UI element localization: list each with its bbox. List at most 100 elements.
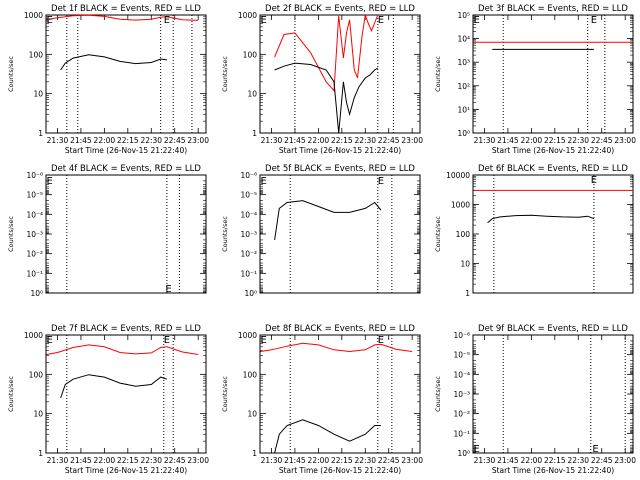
x-axis-label: Start Time (26-Nov-15 21:22:40) bbox=[279, 466, 401, 475]
x-tick-label: 21:30 bbox=[47, 456, 69, 465]
y-tick-label: 10⁻² bbox=[453, 410, 470, 419]
chart-title: Det 9f BLACK = Events, RED = LLD bbox=[478, 324, 628, 334]
plot-frame bbox=[45, 174, 207, 294]
x-tick-label: 23:00 bbox=[614, 456, 636, 465]
y-tick-label: 10⁻⁵ bbox=[240, 191, 257, 200]
x-tick-label: 23:00 bbox=[614, 136, 636, 145]
e-marker-label: E bbox=[591, 15, 597, 26]
y-axis-label: Counts/sec bbox=[221, 216, 229, 252]
chart-title: Det 8f BLACK = Events, RED = LLD bbox=[265, 324, 415, 334]
lld-series-line bbox=[46, 14, 199, 21]
y-tick-label: 10² bbox=[457, 82, 470, 91]
e-marker-label: E bbox=[378, 176, 384, 187]
y-axis-label: Counts/sec bbox=[434, 56, 442, 92]
y-tick-label: 10⁻⁶ bbox=[26, 171, 43, 180]
y-tick-label: 10⁴ bbox=[457, 35, 470, 44]
y-tick-label: 10⁻³ bbox=[453, 390, 470, 399]
lld-series-line bbox=[274, 14, 379, 92]
events-series-line bbox=[487, 214, 595, 224]
chart-title: Det 1f BLACK = Events, RED = LLD bbox=[51, 4, 201, 14]
x-axis-label: Start Time (26-Nov-15 21:22:40) bbox=[279, 146, 401, 155]
x-tick-label: 21:45 bbox=[70, 136, 92, 145]
x-tick-label: 21:30 bbox=[474, 456, 496, 465]
e-marker-label: E bbox=[378, 15, 384, 26]
y-axis-label: Counts/sec bbox=[221, 56, 229, 92]
y-tick-label: 1 bbox=[252, 129, 257, 138]
y-tick-label: 10⁻¹ bbox=[240, 269, 257, 278]
x-tick-label: 22:15 bbox=[117, 456, 139, 465]
x-tick-label: 21:45 bbox=[70, 456, 92, 465]
y-tick-label: 10 bbox=[33, 410, 43, 419]
events-series-line bbox=[274, 419, 381, 454]
plot-frame bbox=[259, 174, 421, 294]
y-tick-label: 10 bbox=[247, 90, 257, 99]
e-marker-label: E bbox=[47, 335, 53, 346]
x-tick-label: 21:30 bbox=[47, 136, 69, 145]
x-tick-label: 22:15 bbox=[331, 136, 353, 145]
x-tick-label: 21:45 bbox=[497, 136, 519, 145]
y-tick-label: 10⁻⁴ bbox=[453, 370, 470, 379]
y-tick-label: 10⁻⁶ bbox=[240, 171, 257, 180]
lld-series-line bbox=[46, 344, 199, 355]
y-tick-label: 1000 bbox=[451, 201, 470, 210]
e-marker-label: E bbox=[164, 15, 170, 26]
x-tick-label: 22:00 bbox=[308, 136, 330, 145]
e-marker-label: E bbox=[164, 335, 170, 346]
x-tick-label: 23:00 bbox=[401, 136, 423, 145]
y-tick-label: 10000 bbox=[446, 171, 470, 180]
x-tick-label: 22:30 bbox=[567, 456, 589, 465]
y-tick-label: 10⁻⁶ bbox=[453, 331, 470, 340]
x-tick-label: 22:00 bbox=[521, 136, 543, 145]
events-series-line bbox=[274, 62, 379, 134]
y-tick-label: 10⁰ bbox=[30, 289, 43, 298]
x-tick-label: 22:45 bbox=[378, 456, 400, 465]
chart-title: Det 5f BLACK = Events, RED = LLD bbox=[265, 164, 415, 174]
y-axis-label: Counts/sec bbox=[7, 376, 15, 412]
y-tick-label: 10⁵ bbox=[457, 11, 470, 20]
x-tick-label: 22:00 bbox=[308, 456, 330, 465]
plot-frame bbox=[259, 14, 421, 134]
y-tick-label: 10⁰ bbox=[457, 449, 470, 458]
chart-title: Det 7f BLACK = Events, RED = LLD bbox=[51, 324, 201, 334]
plot-frame bbox=[472, 14, 634, 134]
y-tick-label: 10⁻² bbox=[26, 250, 43, 259]
x-tick-label: 22:45 bbox=[378, 136, 400, 145]
y-tick-label: 1000 bbox=[238, 331, 257, 340]
x-tick-label: 21:30 bbox=[261, 136, 283, 145]
x-tick-label: 22:15 bbox=[544, 136, 566, 145]
chart-panel-5: Det 5f BLACK = Events, RED = LLD 10⁰ 10⁻¹ 1… bbox=[221, 164, 421, 298]
events-series-line bbox=[60, 374, 168, 399]
y-axis-label: Counts/sec bbox=[434, 216, 442, 252]
y-tick-label: 100 bbox=[243, 50, 258, 59]
e-marker-label: E bbox=[474, 15, 480, 26]
y-tick-label: 10 bbox=[247, 410, 257, 419]
x-axis-label: Start Time (26-Nov-15 21:22:40) bbox=[492, 146, 614, 155]
y-tick-label: 1 bbox=[38, 129, 43, 138]
y-tick-label: 10 bbox=[460, 260, 470, 269]
x-tick-label: 23:00 bbox=[187, 136, 209, 145]
chart-panel-6: Det 6f BLACK = Events, RED = LLD 1 10 100 10… bbox=[434, 164, 634, 298]
x-tick-label: 22:45 bbox=[164, 456, 186, 465]
y-tick-label: 10³ bbox=[457, 58, 470, 67]
chart-panel-8: Det 8f BLACK = Events, RED = LLD 1 10 100 10… bbox=[221, 324, 423, 475]
x-tick-label: 22:15 bbox=[544, 456, 566, 465]
y-tick-label: 10⁰ bbox=[457, 129, 470, 138]
events-series-line bbox=[274, 200, 382, 240]
y-axis-label: Counts/sec bbox=[221, 376, 229, 412]
e-marker-label: E bbox=[474, 444, 480, 455]
x-axis-label: Start Time (26-Nov-15 21:22:40) bbox=[492, 466, 614, 475]
x-tick-label: 22:00 bbox=[94, 456, 116, 465]
y-tick-label: 100 bbox=[456, 230, 471, 239]
plot-frame bbox=[472, 334, 634, 454]
chart-title: Det 4f BLACK = Events, RED = LLD bbox=[51, 164, 201, 174]
e-marker-label: E bbox=[47, 15, 53, 26]
e-marker-label: E bbox=[47, 176, 53, 187]
x-tick-label: 21:30 bbox=[474, 136, 496, 145]
lld-series-line bbox=[260, 342, 413, 353]
chart-panel-7: Det 7f BLACK = Events, RED = LLD 1 10 100 10… bbox=[7, 324, 209, 475]
chart-title: Det 6f BLACK = Events, RED = LLD bbox=[478, 164, 628, 174]
x-axis-label: Start Time (26-Nov-15 21:22:40) bbox=[65, 146, 187, 155]
y-tick-label: 100 bbox=[29, 370, 44, 379]
y-tick-label: 10⁻³ bbox=[240, 230, 257, 239]
x-tick-label: 22:30 bbox=[354, 136, 376, 145]
